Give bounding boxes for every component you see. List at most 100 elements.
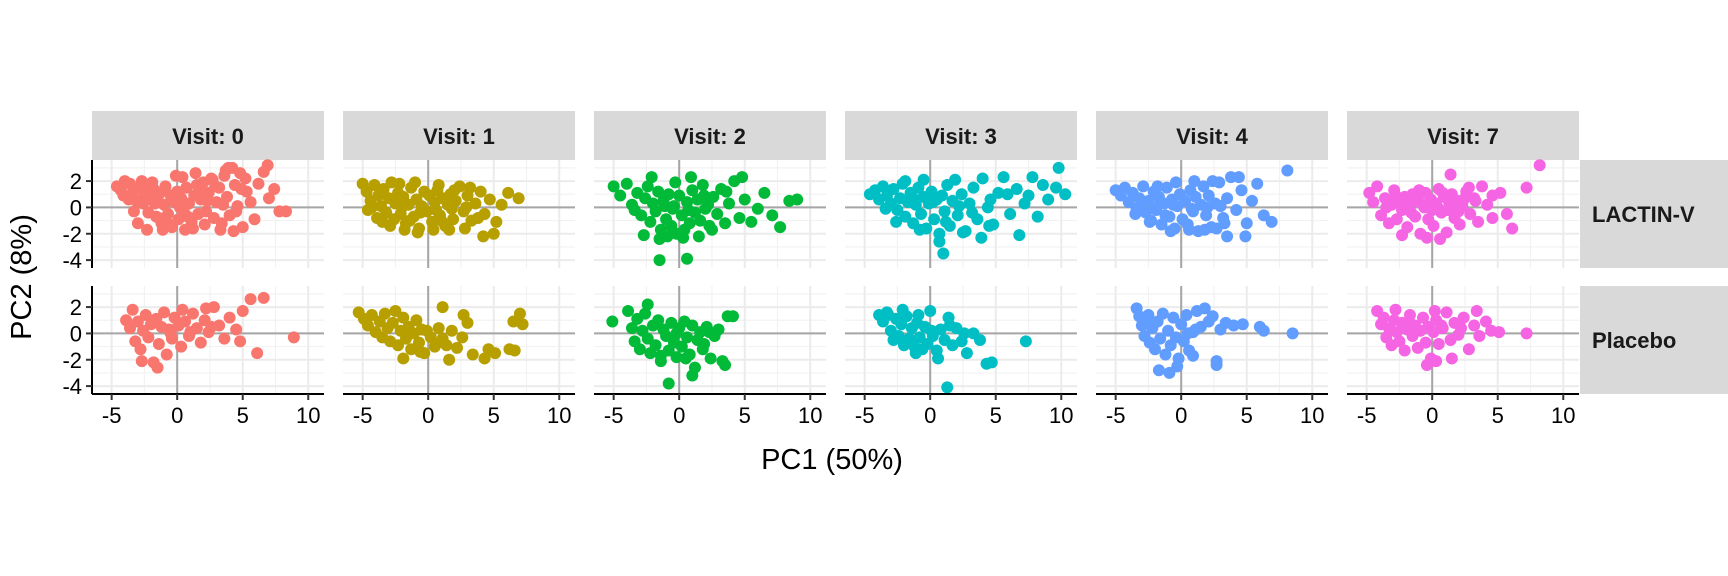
data-point — [679, 352, 692, 365]
data-point — [451, 341, 464, 354]
data-point — [252, 177, 265, 190]
data-point — [653, 254, 666, 267]
data-point — [1469, 194, 1482, 207]
data-point — [1129, 208, 1142, 220]
strip-visit-0 — [92, 111, 324, 160]
panels-layer: Visit: 0 Visit: 1 Visit: 2 Visit: 3 Visit: 4… — [62, 111, 1728, 428]
data-point — [726, 310, 739, 323]
data-point — [236, 305, 249, 318]
data-point — [397, 311, 410, 324]
data-point — [681, 252, 694, 265]
data-point — [403, 214, 416, 227]
data-point — [217, 198, 230, 211]
data-point — [1185, 202, 1198, 215]
points-lactin-v-visit-0 — [110, 159, 292, 238]
data-point — [1428, 305, 1441, 318]
data-point — [1210, 359, 1223, 372]
data-point — [984, 193, 997, 206]
y-tick-label: -4 — [62, 248, 82, 273]
data-point — [1281, 164, 1294, 177]
data-point — [478, 352, 491, 365]
data-point — [1393, 335, 1406, 348]
data-point — [235, 182, 248, 195]
data-point — [230, 323, 243, 336]
data-point — [620, 177, 633, 190]
data-point — [934, 323, 947, 336]
x-tick-label: 5 — [1241, 403, 1253, 428]
points-lactin-v-visit-7 — [1363, 159, 1546, 246]
data-point — [966, 206, 979, 219]
data-point — [1036, 179, 1049, 192]
data-point — [1010, 182, 1023, 195]
data-point — [173, 201, 186, 214]
data-point — [457, 308, 470, 321]
data-point — [1152, 364, 1165, 377]
data-point — [196, 184, 209, 197]
data-point — [907, 192, 920, 205]
strip-label-visit-0: Visit: 0 — [172, 124, 244, 149]
data-point — [218, 332, 231, 345]
y-tick-label: 2 — [70, 169, 82, 194]
data-point — [1240, 217, 1253, 230]
data-point — [1151, 180, 1164, 193]
data-point — [1206, 175, 1219, 188]
data-point — [201, 194, 214, 207]
x-tick-label: 5 — [237, 403, 249, 428]
data-point — [365, 201, 378, 214]
data-point — [639, 307, 652, 320]
data-point — [1221, 230, 1234, 243]
data-point — [134, 343, 147, 356]
data-point — [1163, 366, 1176, 379]
data-point — [751, 202, 764, 215]
data-point — [184, 326, 197, 339]
data-point — [268, 182, 281, 195]
data-point — [1440, 306, 1453, 319]
x-tick-label: 0 — [171, 403, 183, 428]
x-tick-label: -5 — [1357, 403, 1377, 428]
data-point — [915, 208, 928, 220]
data-point — [658, 200, 671, 213]
data-point — [924, 305, 937, 318]
data-point — [1533, 159, 1546, 172]
data-point — [1251, 177, 1264, 190]
data-point — [641, 180, 654, 193]
data-point — [696, 179, 709, 192]
data-point — [377, 182, 390, 195]
data-point — [1186, 349, 1199, 362]
data-point — [148, 197, 161, 210]
data-point — [180, 181, 193, 194]
data-point — [686, 184, 699, 197]
data-point — [669, 176, 682, 189]
data-point — [1399, 193, 1412, 206]
data-point — [1405, 318, 1418, 331]
data-point — [1031, 210, 1044, 223]
x-tick-label: -5 — [1106, 403, 1126, 428]
data-point — [1430, 355, 1443, 368]
data-point — [435, 214, 448, 227]
points-lactin-v-visit-2 — [607, 171, 804, 267]
data-point — [138, 189, 151, 202]
strip-label-visit-4: Visit: 4 — [1176, 124, 1249, 149]
data-point — [413, 336, 426, 349]
data-point — [698, 337, 711, 350]
data-point — [1377, 311, 1390, 324]
data-point — [1380, 201, 1393, 214]
data-point — [1148, 343, 1161, 356]
data-point — [361, 319, 374, 332]
data-point — [1427, 326, 1440, 339]
data-point — [1520, 181, 1533, 194]
data-point — [670, 351, 683, 364]
x-tick-label: 10 — [1049, 403, 1073, 428]
data-point — [913, 223, 926, 236]
data-point — [1221, 192, 1234, 205]
data-point — [1202, 189, 1215, 202]
data-point — [932, 352, 945, 365]
data-point — [1468, 319, 1481, 332]
data-point — [395, 201, 408, 214]
data-point — [186, 307, 199, 320]
data-point — [1198, 223, 1211, 236]
y-tick-label: -2 — [62, 222, 82, 247]
data-point — [1042, 193, 1055, 206]
data-point — [139, 308, 152, 321]
data-point — [1154, 332, 1167, 345]
